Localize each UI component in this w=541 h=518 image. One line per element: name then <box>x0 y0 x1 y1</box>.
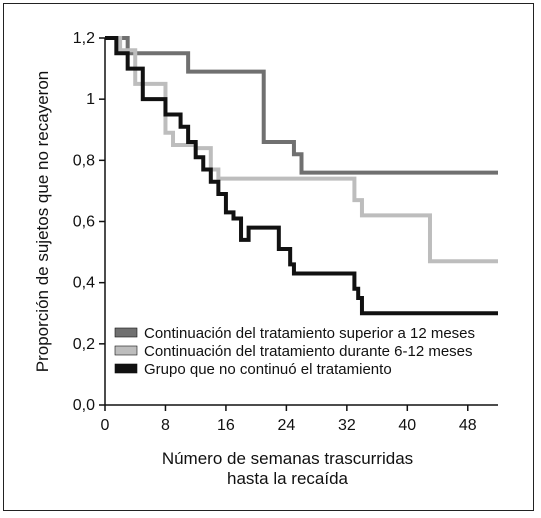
legend-swatch-2 <box>114 345 138 356</box>
y-tick-label: 1 <box>86 91 95 108</box>
figure-frame <box>3 3 534 511</box>
series-line-2 <box>105 36 498 264</box>
x-tick-label: 40 <box>398 417 416 434</box>
y-axis-title: Proporción de sujetos que no recayeron <box>33 71 52 372</box>
legend-swatch-3 <box>114 363 138 374</box>
series-line-1 <box>105 36 498 175</box>
x-tick-label: 32 <box>338 417 356 434</box>
series-layer <box>105 36 498 316</box>
legend: Continuación del tratamiento superior a … <box>114 325 475 378</box>
axis-titles: Proporción de sujetos que no recayeron Nú… <box>33 71 413 488</box>
legend-label-1: Continuación del tratamiento superior a … <box>144 325 475 342</box>
legend-label-2: Continuación del tratamiento durante 6-1… <box>144 343 473 360</box>
x-tick-label: 24 <box>277 417 295 434</box>
x-tick-label: 0 <box>101 417 110 434</box>
y-tick-label: 0,4 <box>73 275 95 292</box>
y-tick-label: 0,2 <box>73 336 95 353</box>
x-tick-label: 16 <box>217 417 235 434</box>
legend-label-3: Grupo que no continuó el tratamiento <box>144 361 392 378</box>
y-tick-label: 0,6 <box>73 214 95 231</box>
y-tick-label: 1,2 <box>73 30 95 47</box>
y-tick-label: 0,0 <box>73 397 95 414</box>
x-axis-title-line-2: hasta la recaída <box>227 469 349 488</box>
x-tick-label: 48 <box>459 417 477 434</box>
x-axis-title-line-1: Número de semanas trascurridas <box>162 449 413 468</box>
legend-swatch-1 <box>114 327 138 338</box>
x-tick-label: 8 <box>161 417 170 434</box>
series-line-3 <box>105 36 498 316</box>
axes-layer: 0,0 0,2 0,4 0,6 0,8 1 1,2 0 8 16 24 32 40 48 <box>73 30 498 434</box>
y-tick-label: 0,8 <box>73 152 95 169</box>
